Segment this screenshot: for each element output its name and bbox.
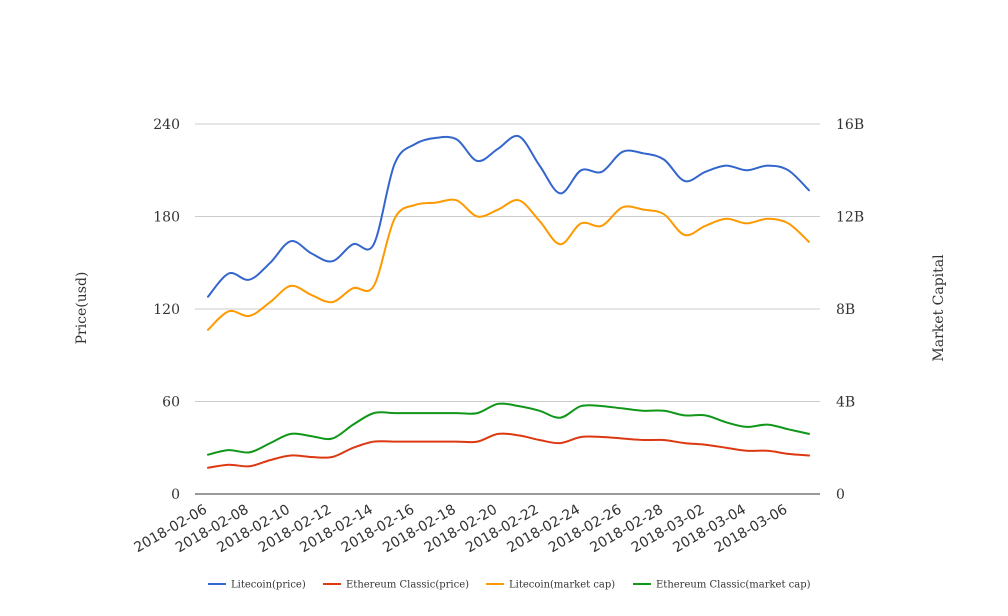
left-y-tick-label: 180 — [153, 210, 180, 226]
right-y-tick-label: 16B — [836, 117, 864, 133]
left-y-axis-title: Price(usd) — [74, 272, 90, 345]
series-line-1 — [207, 134, 810, 298]
series-line-4 — [207, 402, 810, 456]
legend-label: Ethereum Classic(price) — [346, 580, 469, 591]
right-y-axis-title: Market Capital — [931, 254, 947, 362]
left-y-tick-label: 120 — [153, 302, 180, 318]
left-y-tick-label: 240 — [153, 117, 180, 133]
series-lines — [207, 134, 810, 469]
left-y-tick-label: 0 — [171, 487, 180, 503]
gridlines — [195, 123, 820, 495]
right-y-tick-label: 8B — [836, 302, 855, 318]
right-y-tick-label: 12B — [836, 210, 864, 226]
legend-label: Litecoin(price) — [231, 580, 306, 591]
left-y-tick-label: 60 — [162, 395, 180, 411]
right-y-tick-label: 0 — [836, 487, 845, 503]
series-line-2 — [207, 432, 810, 469]
series-line-3 — [207, 198, 810, 331]
x-axis: 2018-02-062018-02-082018-02-102018-02-12… — [132, 502, 791, 557]
legend-label: Litecoin(market cap) — [509, 580, 615, 591]
right-y-tick-label: 4B — [836, 395, 855, 411]
left-y-axis: 0 60 120 180 240 — [153, 117, 180, 503]
right-y-axis: 0 4B 8B 12B 16B — [836, 117, 864, 503]
legend: Litecoin(price) Ethereum Classic(price) Li… — [208, 580, 811, 591]
legend-label: Ethereum Classic(market cap) — [656, 580, 811, 591]
